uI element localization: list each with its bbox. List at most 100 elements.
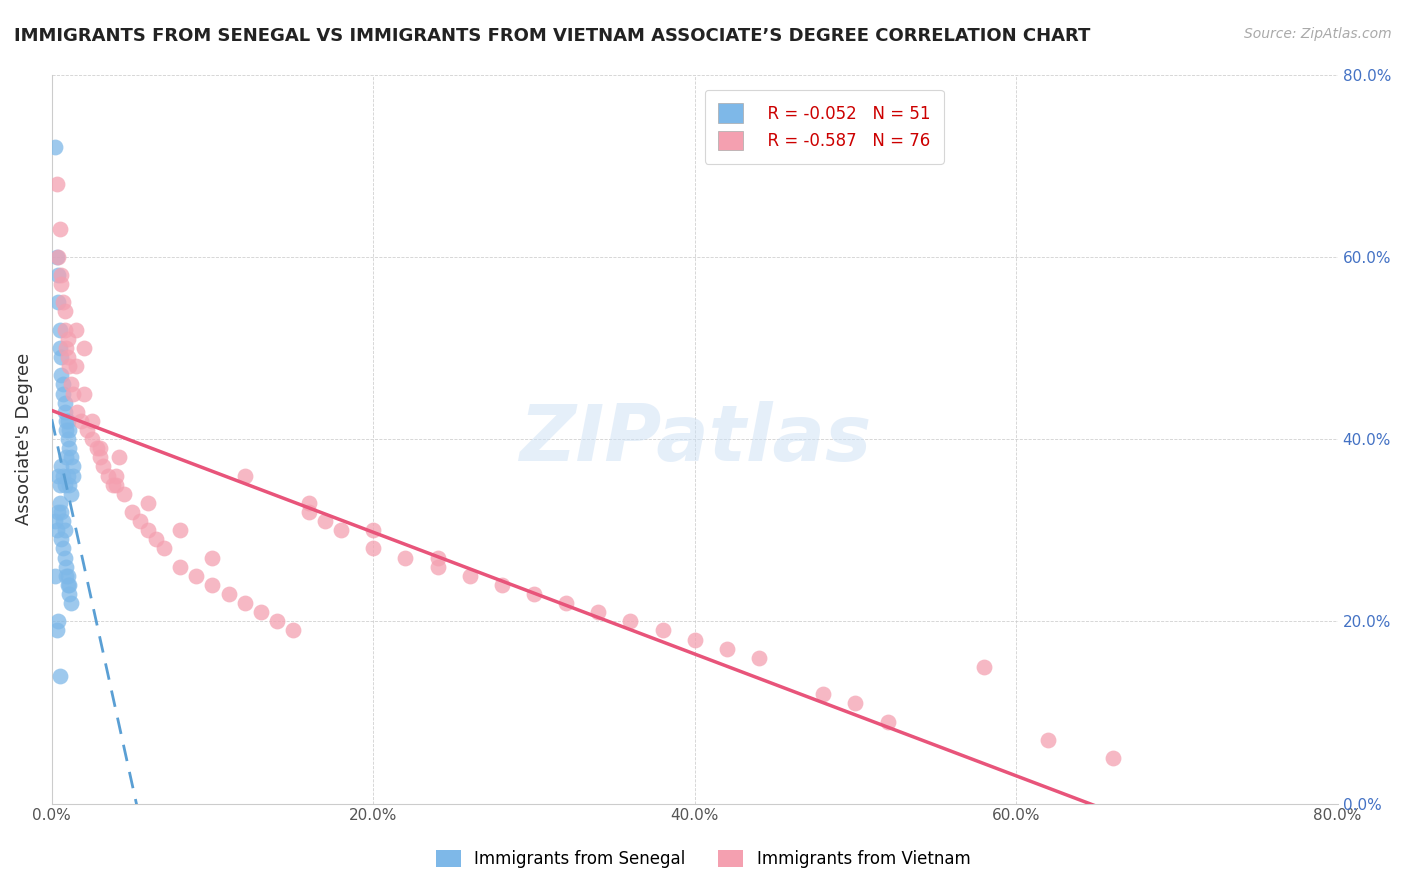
Point bbox=[60, 596, 83, 610]
Point bbox=[60, 450, 83, 465]
Point bbox=[298, 496, 321, 510]
Point bbox=[169, 559, 191, 574]
Point bbox=[44, 568, 66, 582]
Text: ZIPatlas: ZIPatlas bbox=[519, 401, 870, 477]
Point bbox=[394, 550, 416, 565]
Point bbox=[49, 669, 72, 683]
Point bbox=[52, 386, 75, 401]
Point bbox=[523, 587, 546, 601]
Point bbox=[136, 496, 159, 510]
Point bbox=[52, 514, 75, 528]
Point bbox=[121, 505, 143, 519]
Point bbox=[426, 550, 449, 565]
Point bbox=[60, 487, 83, 501]
Point bbox=[65, 323, 87, 337]
Point bbox=[683, 632, 706, 647]
Point bbox=[491, 578, 513, 592]
Point bbox=[66, 405, 89, 419]
Point bbox=[169, 523, 191, 537]
Point bbox=[46, 250, 69, 264]
Point bbox=[58, 441, 80, 455]
Point bbox=[555, 596, 578, 610]
Point bbox=[51, 459, 73, 474]
Point bbox=[876, 714, 898, 729]
Point bbox=[60, 377, 83, 392]
Point bbox=[458, 568, 481, 582]
Point bbox=[49, 496, 72, 510]
Point bbox=[52, 468, 75, 483]
Point bbox=[55, 423, 77, 437]
Point bbox=[58, 587, 80, 601]
Point bbox=[1101, 751, 1123, 765]
Point bbox=[56, 414, 79, 428]
Point bbox=[58, 423, 80, 437]
Point bbox=[49, 341, 72, 355]
Point bbox=[56, 332, 79, 346]
Point bbox=[46, 505, 69, 519]
Point bbox=[53, 395, 76, 409]
Legend: Immigrants from Senegal, Immigrants from Vietnam: Immigrants from Senegal, Immigrants from… bbox=[429, 843, 977, 875]
Point bbox=[105, 468, 128, 483]
Point bbox=[46, 268, 69, 282]
Point bbox=[80, 432, 103, 446]
Point bbox=[298, 505, 321, 519]
Point bbox=[112, 487, 135, 501]
Point bbox=[51, 533, 73, 547]
Point bbox=[52, 541, 75, 556]
Point bbox=[51, 505, 73, 519]
Point bbox=[233, 596, 256, 610]
Point bbox=[330, 523, 353, 537]
Point bbox=[65, 359, 87, 373]
Point bbox=[55, 450, 77, 465]
Point bbox=[56, 350, 79, 364]
Point bbox=[55, 559, 77, 574]
Point bbox=[76, 423, 98, 437]
Point bbox=[53, 523, 76, 537]
Point bbox=[69, 414, 91, 428]
Point bbox=[46, 295, 69, 310]
Point bbox=[51, 277, 73, 292]
Point bbox=[89, 450, 111, 465]
Point bbox=[80, 414, 103, 428]
Point bbox=[44, 140, 66, 154]
Point bbox=[586, 605, 609, 619]
Legend:   R = -0.052   N = 51,   R = -0.587   N = 76: R = -0.052 N = 51, R = -0.587 N = 76 bbox=[704, 90, 943, 163]
Point bbox=[45, 177, 67, 191]
Point bbox=[56, 468, 79, 483]
Point bbox=[51, 350, 73, 364]
Point bbox=[45, 624, 67, 638]
Point bbox=[101, 477, 124, 491]
Point bbox=[73, 341, 96, 355]
Point bbox=[51, 268, 73, 282]
Point bbox=[748, 650, 770, 665]
Point bbox=[56, 432, 79, 446]
Point bbox=[314, 514, 336, 528]
Point bbox=[97, 468, 120, 483]
Point bbox=[62, 386, 84, 401]
Point bbox=[55, 568, 77, 582]
Point bbox=[49, 477, 72, 491]
Point bbox=[716, 641, 738, 656]
Point bbox=[49, 222, 72, 236]
Point bbox=[89, 441, 111, 455]
Point bbox=[52, 377, 75, 392]
Point bbox=[49, 323, 72, 337]
Point bbox=[186, 568, 208, 582]
Point bbox=[73, 386, 96, 401]
Point bbox=[233, 468, 256, 483]
Point bbox=[58, 578, 80, 592]
Point bbox=[153, 541, 176, 556]
Point bbox=[651, 624, 673, 638]
Point bbox=[145, 533, 167, 547]
Point bbox=[62, 468, 84, 483]
Point bbox=[55, 414, 77, 428]
Point bbox=[266, 615, 288, 629]
Point bbox=[201, 550, 224, 565]
Point bbox=[53, 323, 76, 337]
Point bbox=[58, 477, 80, 491]
Point bbox=[86, 441, 108, 455]
Point bbox=[56, 578, 79, 592]
Point bbox=[1038, 732, 1060, 747]
Point bbox=[46, 615, 69, 629]
Point bbox=[281, 624, 304, 638]
